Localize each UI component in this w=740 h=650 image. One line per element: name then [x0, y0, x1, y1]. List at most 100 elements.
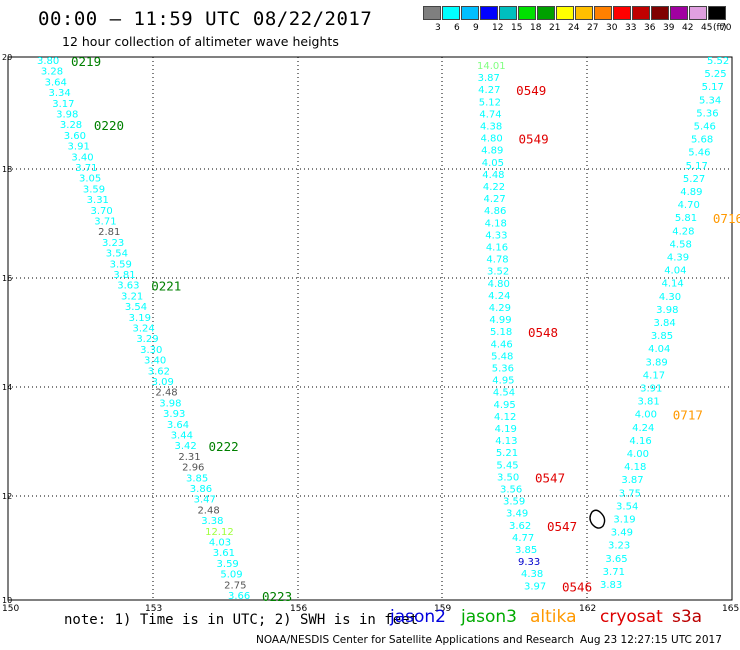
- pass-time-label: 0221: [151, 279, 181, 294]
- sat-label-s3a: s3a: [672, 607, 703, 627]
- wave-height-value: 4.24: [488, 291, 510, 302]
- legend-swatch: [499, 6, 517, 20]
- wave-height-value: 3.21: [121, 291, 143, 302]
- pass-time-label: 0549: [516, 83, 546, 98]
- x-tick-label: 162: [579, 604, 596, 614]
- wave-height-value: 4.14: [662, 279, 684, 290]
- wave-height-value: 3.89: [645, 357, 667, 368]
- wave-height-value: 5.17: [686, 161, 708, 172]
- wave-height-value: 3.62: [148, 366, 170, 377]
- wave-height-value: 4.74: [479, 109, 501, 120]
- pass-time-label: 0547: [535, 470, 565, 485]
- wave-height-value: 4.05: [482, 158, 504, 169]
- wave-height-value: 5.48: [491, 351, 513, 362]
- pass-time-label: 0549: [519, 132, 549, 147]
- wave-height-value: 3.81: [637, 397, 659, 408]
- wave-height-value: 3.64: [45, 77, 67, 88]
- map-frame: [7, 56, 733, 601]
- legend-swatch: [594, 6, 612, 20]
- wave-height-value: 3.34: [48, 88, 70, 99]
- wave-height-value: 3.17: [52, 99, 74, 110]
- legend-label: 30: [606, 23, 618, 33]
- legend-swatch: [613, 6, 631, 20]
- wave-height-value: 3.28: [41, 67, 63, 78]
- x-tick-label: 156: [290, 604, 307, 614]
- sat-label-cryosat: cryosat: [600, 607, 663, 627]
- wave-height-value: 4.27: [478, 85, 500, 96]
- wave-height-value: 4.38: [521, 569, 543, 580]
- wave-height-value: 3.71: [94, 217, 116, 228]
- pass-time-label: 0548: [528, 325, 558, 340]
- x-tick-label: 159: [434, 604, 451, 614]
- wave-height-value: 5.21: [496, 448, 518, 459]
- wave-height-value: 3.81: [113, 270, 135, 281]
- pass-time-label: 0219: [71, 54, 101, 69]
- wave-height-value: 3.31: [87, 195, 109, 206]
- wave-height-value: 4.39: [667, 253, 689, 264]
- wave-height-value: 4.30: [659, 292, 681, 303]
- legend-label: 21: [549, 23, 561, 33]
- wave-height-value: 2.96: [182, 463, 204, 474]
- wave-height-value: 4.99: [489, 315, 511, 326]
- legend-swatch: [461, 6, 479, 20]
- wave-height-value: 4.04: [664, 266, 686, 277]
- wave-height-value: 3.49: [611, 528, 633, 539]
- wave-height-value: 3.61: [213, 548, 235, 559]
- wave-height-value: 4.89: [680, 187, 702, 198]
- wave-height-value: 3.98: [656, 305, 678, 316]
- wave-height-value: 3.75: [619, 488, 641, 499]
- legend-swatch: [442, 6, 460, 20]
- wave-height-value: 3.85: [186, 473, 208, 484]
- legend-label: 3: [435, 23, 441, 33]
- wave-height-value: 5.36: [696, 108, 718, 119]
- wave-height-value: 4.17: [643, 370, 665, 381]
- legend-swatch: [575, 6, 593, 20]
- color-legend: 3 6 9 12 15 18 21 24 27 30 33 36 39 42 45 70 (ft): [423, 6, 731, 38]
- wave-height-value: 3.24: [133, 324, 155, 335]
- legend-label: 36: [644, 23, 656, 33]
- legend-swatch: [480, 6, 498, 20]
- wave-height-value: 4.28: [672, 226, 694, 237]
- map-title: 00:00 — 11:59 UTC 08/22/2017: [38, 8, 373, 30]
- wave-height-value: 5.12: [479, 97, 501, 108]
- wave-height-value: 14.01: [477, 61, 506, 72]
- sat-label-altika: altika: [530, 607, 577, 627]
- legend-swatch: [518, 6, 536, 20]
- wave-height-value: 5.68: [691, 135, 713, 146]
- pass-time-label: 0220: [94, 118, 124, 133]
- wave-height-value: 4.33: [485, 230, 507, 241]
- wave-height-value: 4.29: [489, 303, 511, 314]
- wave-height-value: 5.52: [707, 56, 729, 67]
- wave-height-value: 3.54: [125, 302, 147, 313]
- wave-height-value: 3.50: [497, 472, 519, 483]
- legend-label: 42: [682, 23, 694, 33]
- pass-time-label: 0547: [547, 519, 577, 534]
- legend-swatch: [689, 6, 707, 20]
- island-outline: [589, 509, 606, 529]
- wave-height-value: 3.65: [605, 554, 627, 565]
- legend-swatch: [670, 6, 688, 20]
- legend-swatch: [651, 6, 669, 20]
- x-tick-label: 153: [145, 604, 162, 614]
- wave-height-value: 3.93: [163, 409, 185, 420]
- credit-line: NOAA/NESDIS Center for Satellite Applica…: [256, 634, 574, 646]
- wave-height-value: 3.52: [487, 267, 509, 278]
- wave-height-value: 4.22: [483, 182, 505, 193]
- wave-height-value: 4.70: [678, 200, 700, 211]
- y-tick-label: 14: [2, 383, 12, 392]
- legend-swatch: [537, 6, 555, 20]
- wave-height-value: 3.85: [651, 331, 673, 342]
- wave-height-value: 4.19: [495, 424, 517, 435]
- x-tick-label: 165: [722, 604, 739, 614]
- legend-label: 45: [701, 23, 713, 33]
- wave-height-value: 4.54: [493, 388, 515, 399]
- legend-label: 9: [473, 23, 479, 33]
- wave-height-value: 3.64: [167, 420, 189, 431]
- wave-height-value: 4.03: [209, 538, 231, 549]
- wave-height-value: 3.66: [228, 591, 250, 602]
- wave-height-value: 3.42: [175, 441, 197, 452]
- wave-height-value: 3.56: [500, 485, 522, 496]
- wave-height-value: 4.58: [670, 239, 692, 250]
- wave-height-value: 3.28: [60, 120, 82, 131]
